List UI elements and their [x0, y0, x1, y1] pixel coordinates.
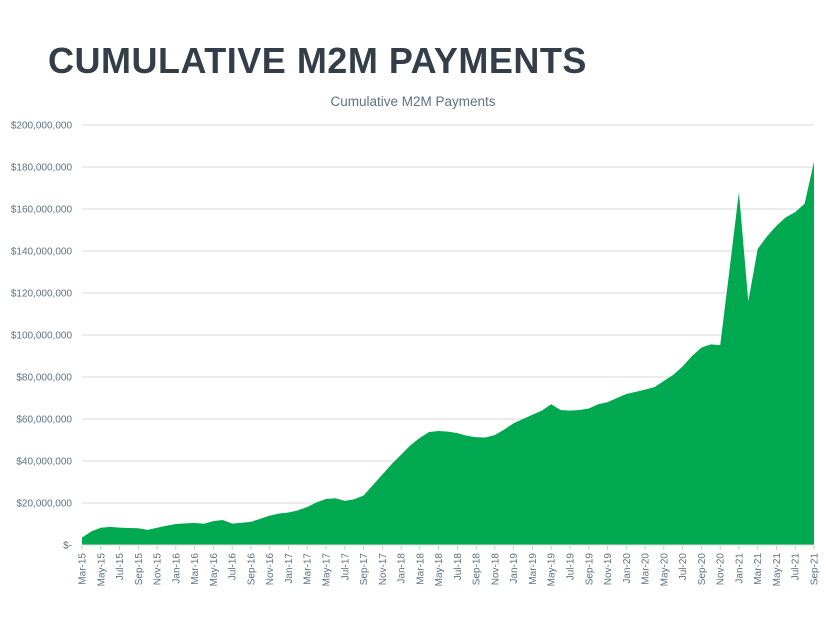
x-axis-label: Sep-18: [472, 553, 483, 586]
x-axis-label: May-19: [547, 553, 558, 587]
x-axis-label: May-17: [322, 553, 333, 587]
x-axis-label: Nov-19: [603, 553, 614, 586]
x-axis-label: Jul-16: [228, 553, 239, 581]
x-axis-label: Mar-15: [78, 553, 89, 585]
area-series-cumulative-payments: [82, 161, 814, 546]
y-axis-label: $80,000,000: [16, 373, 72, 384]
x-axis-label: Mar-21: [753, 553, 764, 585]
x-axis-label: Mar-17: [303, 553, 314, 585]
x-axis-label: Sep-17: [359, 553, 370, 586]
y-axis-label: $200,000,000: [11, 121, 73, 132]
y-axis-label: $140,000,000: [11, 247, 73, 258]
x-axis-label: Jan-20: [622, 553, 633, 584]
x-axis-label: May-20: [659, 553, 670, 587]
x-axis-label: Nov-20: [716, 553, 727, 586]
chart-title: Cumulative M2M Payments: [330, 94, 496, 109]
x-axis-label: Jul-15: [115, 553, 126, 581]
x-axis-label: Jan-16: [171, 553, 182, 584]
y-axis-label: $120,000,000: [11, 289, 73, 300]
x-axis-label: Jul-17: [340, 553, 351, 581]
x-axis-label: Nov-17: [378, 553, 389, 586]
y-axis-label: $100,000,000: [11, 331, 73, 342]
x-axis-label: Jul-18: [453, 553, 464, 581]
x-axis-label: Nov-15: [153, 553, 164, 586]
y-axis-label: $-: [63, 541, 72, 552]
x-axis-label: Jan-19: [509, 553, 520, 584]
y-axis-label: $40,000,000: [16, 457, 72, 468]
x-axis-label: May-21: [772, 553, 783, 587]
x-axis-label: Nov-18: [490, 553, 501, 586]
x-axis-label: May-18: [434, 553, 445, 587]
x-axis-label: Mar-16: [190, 553, 201, 585]
y-axis-label: $180,000,000: [11, 163, 73, 174]
x-axis-label: Jul-19: [566, 553, 577, 581]
x-axis-label: Sep-15: [134, 553, 145, 586]
x-axis-label: Jan-21: [734, 553, 745, 584]
y-axis-label: $160,000,000: [11, 205, 73, 216]
x-axis-label: Sep-19: [584, 553, 595, 586]
x-axis-label: Nov-16: [265, 553, 276, 586]
x-axis-label: Jul-21: [791, 553, 802, 581]
y-axis-label: $20,000,000: [16, 499, 72, 510]
x-axis-label: Jan-17: [284, 553, 295, 584]
x-axis-label: Jul-20: [678, 553, 689, 581]
x-axis-label: Mar-18: [415, 553, 426, 585]
x-axis-label: May-15: [96, 553, 107, 587]
x-axis-label: Mar-20: [641, 553, 652, 585]
x-axis-label: Jan-18: [397, 553, 408, 584]
x-axis-label: Sep-16: [246, 553, 257, 586]
x-axis-label: Sep-21: [810, 553, 821, 586]
page-title: CUMULATIVE M2M PAYMENTS: [48, 40, 587, 81]
x-axis-label: May-16: [209, 553, 220, 587]
x-axis-label: Mar-19: [528, 553, 539, 585]
x-axis-label: Sep-20: [697, 553, 708, 586]
y-axis-label: $60,000,000: [16, 415, 72, 426]
